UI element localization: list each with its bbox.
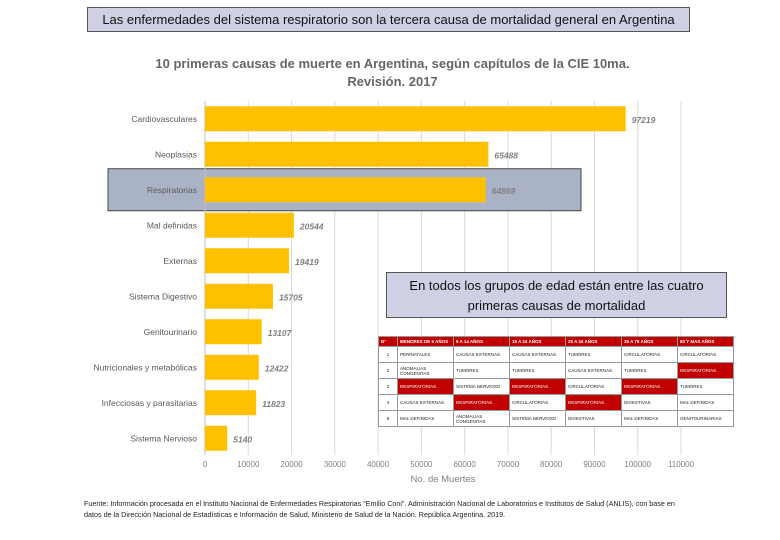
rank-cell: 4: [378, 394, 398, 411]
source-note: Fuente: Información procesada en el Inst…: [84, 499, 675, 519]
cause-cell: MAL DEFINIDAS: [397, 410, 454, 427]
age-table-row: 5 MAL DEFINIDAS ANOMALIAS CONGENITAS SISTEM…: [378, 410, 734, 427]
chart-title-line1: 10 primeras causas de muerte en Argentin…: [155, 56, 630, 71]
cause-cell: RESPIRATORIAS: [509, 378, 566, 395]
age-table-row: 1 PERINATALES CAUSAS EXTERNAS CAUSAS EXTERN…: [378, 346, 734, 363]
category-label: Infecciosas y parasitarias: [102, 398, 197, 408]
cause-cell: RESPIRATORIAS: [621, 378, 678, 395]
cause-cell: CAUSAS EXTERNAS: [453, 346, 510, 363]
value-label: 65488: [494, 150, 518, 160]
cause-cell: RESPIRATORIAS: [453, 394, 510, 411]
category-label: Sistema Digestivo: [129, 291, 197, 301]
cause-cell: ANOMALIAS CONGENITAS: [453, 410, 510, 427]
age-table-header: 15 A 24 AÑOS: [509, 336, 566, 347]
x-tick-label: 20000: [280, 460, 303, 469]
chart-title-line2: Revisión. 2017: [347, 74, 438, 89]
x-tick-label: 110000: [668, 460, 695, 469]
category-label: Externas: [163, 256, 197, 266]
cause-cell: SISTEMA NERVIOSO: [453, 378, 510, 395]
note-box: En todos los grupos de edad están entre …: [386, 272, 727, 318]
bar-8: [205, 354, 259, 380]
category-label: Cardiovasculares: [131, 114, 197, 124]
x-tick-label: 80000: [540, 460, 563, 469]
value-label: 11823: [262, 399, 285, 409]
cause-cell: CIRCULATORIAS: [565, 378, 622, 395]
age-table-row: 4 CAUSAS EXTERNAS RESPIRATORIAS CIRCULATORI…: [378, 394, 734, 411]
bar-3: [205, 177, 486, 203]
x-tick-label: 40000: [367, 460, 390, 469]
x-tick-label: 0: [203, 460, 208, 469]
category-label: Respiratorias: [147, 185, 197, 195]
category-label: Mal definidas: [147, 220, 197, 230]
x-tick-label: 90000: [583, 460, 606, 469]
x-tick-label: 70000: [497, 460, 520, 469]
cause-cell: RESPIRATORIAS: [565, 394, 622, 411]
cause-cell: TUMORES: [453, 362, 510, 379]
bar-6: [205, 283, 273, 309]
cause-cell: TUMORES: [509, 362, 566, 379]
x-tick-label: 30000: [324, 460, 347, 469]
value-label: 20544: [299, 221, 324, 231]
cause-cell: TUMORES: [621, 362, 678, 379]
cause-cell: CAUSAS EXTERNAS: [397, 394, 454, 411]
cause-cell: TUMORES: [565, 346, 622, 363]
age-table-header: N°: [378, 336, 398, 347]
value-label: 5140: [233, 434, 252, 444]
cause-cell: ANOMALIAS CONGENITAS: [397, 362, 454, 379]
age-table-header: 25 A 34 AÑOS: [565, 336, 622, 347]
x-tick-label: 10000: [237, 460, 260, 469]
cause-cell: RESPIRATORIAS: [397, 378, 454, 395]
age-table-header: 5 A 14 AÑOS: [453, 336, 510, 347]
age-table-header-row: N° MENORES DE 5 AÑOS 5 A 14 AÑOS 15 A 24 AÑ…: [378, 336, 734, 347]
rank-cell: 1: [378, 346, 398, 363]
age-table-row: 2 ANOMALIAS CONGENITAS TUMORES TUMORES CAUSA…: [378, 362, 734, 379]
bar-9: [205, 390, 257, 416]
cause-cell: CIRCULATORIAS: [509, 394, 566, 411]
bar-5: [205, 248, 290, 274]
bar-2: [205, 141, 489, 167]
category-label: Neoplasias: [155, 149, 197, 159]
cause-cell: CAUSAS EXTERNAS: [509, 346, 566, 363]
cause-cell: GENITOURINARIAS: [677, 410, 734, 427]
cause-cell: MAL DEFINIDAS: [621, 410, 678, 427]
value-label: 13107: [268, 328, 293, 338]
cause-cell: PERINATALES: [397, 346, 454, 363]
category-label: Genitourinario: [144, 327, 198, 337]
cause-cell: SISTEMA NERVIOSO: [509, 410, 566, 427]
cause-cell: DIGESTIVAS: [565, 410, 622, 427]
category-label: Nutricionales y metabólicas: [94, 362, 197, 372]
x-axis-label: No. de Muertes: [411, 474, 476, 485]
x-tick-label: 50000: [410, 460, 433, 469]
cause-cell: CAUSAS EXTERNAS: [565, 362, 622, 379]
rank-cell: 5: [378, 410, 398, 427]
cause-cell: MAL DEFINIDAS: [677, 394, 734, 411]
rank-cell: 3: [378, 378, 398, 395]
bar-10: [205, 425, 228, 451]
cause-cell: DIGESTIVAS: [621, 394, 678, 411]
x-tick-label: 60000: [454, 460, 477, 469]
cause-cell: CIRCULATORIAS: [677, 346, 734, 363]
value-label: 97219: [632, 115, 656, 125]
bar-7: [205, 319, 262, 345]
value-label: 64869: [492, 186, 516, 196]
bar-1: [205, 106, 626, 132]
cause-cell: TUMORES: [677, 378, 734, 395]
age-table-header: MENORES DE 5 AÑOS: [397, 336, 454, 347]
category-label: Sistema Nervioso: [130, 433, 197, 443]
age-table-header: 80 Y MAS AÑOS: [677, 336, 734, 347]
x-tick-label: 100000: [624, 460, 651, 469]
age-table-header: 35 A 79 AÑOS: [621, 336, 678, 347]
value-label: 15705: [279, 292, 303, 302]
value-label: 12422: [265, 363, 289, 373]
rank-cell: 2: [378, 362, 398, 379]
banner: Las enfermedades del sistema respiratori…: [87, 7, 690, 32]
age-table: N° MENORES DE 5 AÑOS 5 A 14 AÑOS 15 A 24 AÑ…: [378, 336, 734, 427]
value-label: 19419: [295, 257, 319, 267]
cause-cell: CIRCULATORIAS: [621, 346, 678, 363]
bar-4: [205, 212, 294, 238]
chart-title: 10 primeras causas de muerte en Argentin…: [120, 55, 665, 91]
cause-cell: RESPIRATORIAS: [677, 362, 734, 379]
age-table-row: 3 RESPIRATORIAS SISTEMA NERVIOSO RESPIRATOR…: [378, 378, 734, 395]
